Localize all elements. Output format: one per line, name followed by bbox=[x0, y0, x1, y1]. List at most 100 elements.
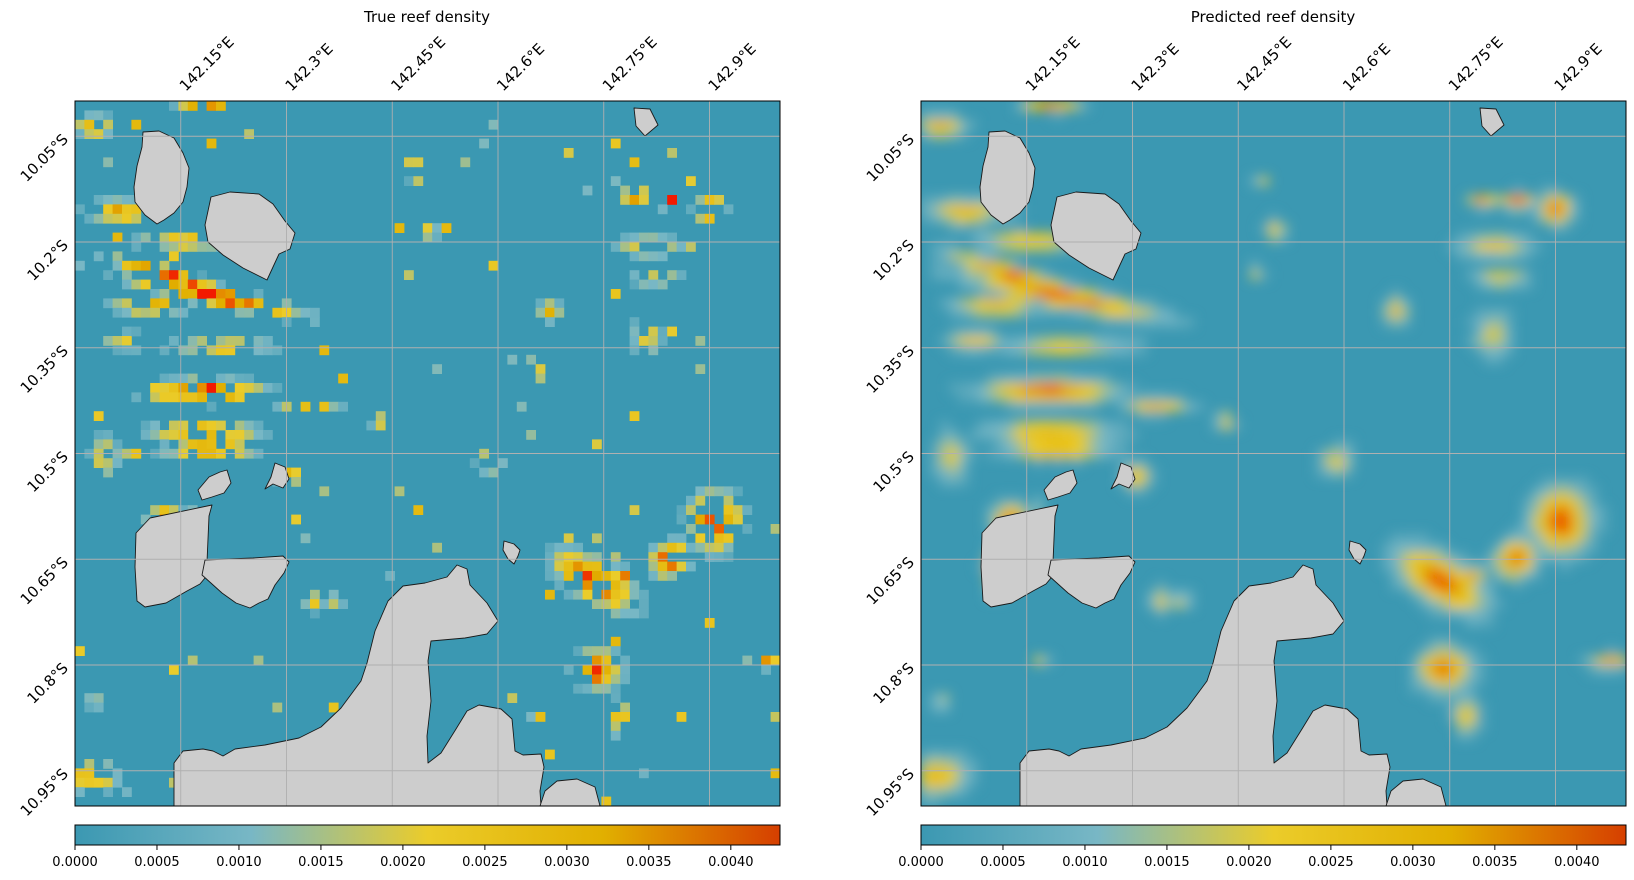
density-cell bbox=[958, 749, 969, 760]
density-cell bbox=[554, 542, 565, 553]
density-cell bbox=[996, 420, 1006, 431]
density-cell bbox=[1607, 655, 1617, 666]
density-cell bbox=[1381, 561, 1392, 572]
density-cell bbox=[1118, 430, 1129, 440]
density-cell bbox=[770, 768, 780, 779]
density-cell bbox=[1062, 345, 1072, 356]
density-cell bbox=[1024, 298, 1035, 309]
density-cell bbox=[554, 307, 565, 318]
density-cell bbox=[159, 298, 170, 309]
density-cell bbox=[977, 204, 988, 215]
density-cell bbox=[1015, 430, 1025, 440]
density-cell bbox=[112, 336, 123, 346]
density-cell bbox=[939, 336, 950, 346]
density-cell bbox=[1438, 561, 1448, 572]
land-polygon bbox=[264, 462, 290, 490]
density-cell bbox=[968, 430, 978, 440]
density-cell bbox=[1513, 552, 1523, 562]
density-cell bbox=[178, 345, 189, 356]
density-cell bbox=[986, 514, 997, 525]
density-cell bbox=[1090, 345, 1100, 356]
density-cell bbox=[1588, 495, 1599, 506]
density-cell bbox=[178, 383, 189, 393]
density-cell bbox=[197, 383, 207, 393]
density-cell bbox=[1024, 279, 1035, 290]
density-cell bbox=[1503, 552, 1514, 562]
density-cell bbox=[958, 336, 969, 346]
density-cell bbox=[1466, 702, 1476, 713]
density-cell bbox=[1456, 693, 1467, 703]
density-cell bbox=[272, 345, 283, 356]
density-cell bbox=[206, 345, 217, 356]
density-cell bbox=[996, 260, 1006, 271]
density-cell bbox=[1052, 336, 1063, 346]
density-cell bbox=[949, 260, 959, 271]
density-cell bbox=[639, 232, 649, 243]
density-cell bbox=[930, 242, 941, 252]
density-cell bbox=[159, 430, 170, 440]
density-cell bbox=[197, 279, 207, 290]
density-cell bbox=[328, 589, 339, 600]
density-cell bbox=[526, 712, 536, 722]
density-cell bbox=[1024, 101, 1035, 111]
density-cell bbox=[986, 279, 997, 290]
density-cell bbox=[1522, 242, 1533, 252]
density-cell bbox=[986, 251, 997, 262]
colorbar-tick-label: 0.0035 bbox=[1472, 855, 1518, 870]
density-cell bbox=[1485, 232, 1495, 243]
density-cell bbox=[592, 552, 602, 562]
density-cell bbox=[657, 232, 668, 243]
density-cell bbox=[601, 796, 612, 806]
density-cell bbox=[610, 665, 621, 675]
density-cell bbox=[300, 599, 311, 609]
density-cell bbox=[545, 317, 555, 327]
y-tick-label: 10.2°S bbox=[23, 236, 71, 284]
density-cell bbox=[234, 383, 245, 393]
land-polygon bbox=[539, 778, 601, 806]
density-cell bbox=[1569, 495, 1580, 506]
density-cell bbox=[1438, 655, 1448, 666]
density-cell bbox=[1541, 195, 1552, 205]
density-cell bbox=[1118, 401, 1129, 412]
density-cell bbox=[319, 486, 330, 497]
density-cell bbox=[930, 270, 941, 280]
density-cell bbox=[1466, 693, 1476, 703]
density-cell bbox=[958, 768, 969, 779]
density-cell bbox=[1456, 561, 1467, 572]
x-tick-labels: 142.15°E 142.3°E 142.45°E 142.6°E 142.75°E 14… bbox=[176, 33, 760, 95]
density-cell bbox=[1033, 655, 1044, 666]
density-cell bbox=[573, 542, 583, 553]
density-cell bbox=[1541, 505, 1552, 515]
density-cell bbox=[610, 683, 621, 694]
density-cell bbox=[1485, 552, 1495, 562]
density-cell bbox=[1099, 392, 1110, 403]
density-cell bbox=[958, 279, 969, 290]
density-cell bbox=[1024, 401, 1035, 412]
density-cell bbox=[1015, 505, 1025, 515]
density-cell bbox=[535, 364, 546, 374]
density-cell bbox=[1118, 317, 1129, 327]
density-cell bbox=[1560, 552, 1570, 562]
density-cell bbox=[1588, 514, 1599, 525]
density-cell bbox=[1156, 392, 1166, 403]
density-cell bbox=[1447, 712, 1458, 722]
density-cell bbox=[1532, 195, 1542, 205]
land-polygon bbox=[1348, 540, 1367, 565]
density-cell bbox=[639, 336, 649, 346]
density-cell bbox=[187, 336, 198, 346]
density-cell bbox=[103, 336, 113, 346]
density-cell bbox=[1400, 552, 1411, 562]
density-cell bbox=[1466, 580, 1476, 591]
density-cell bbox=[1541, 204, 1552, 215]
density-cell bbox=[310, 307, 320, 318]
density-cell bbox=[1466, 646, 1476, 656]
density-cell bbox=[563, 589, 574, 600]
density-cell bbox=[573, 552, 583, 562]
density-cell bbox=[187, 232, 198, 243]
density-cell bbox=[197, 420, 207, 431]
density-cell bbox=[1005, 495, 1016, 506]
density-cell bbox=[1024, 345, 1035, 356]
density-cell bbox=[949, 777, 959, 788]
density-cell bbox=[244, 420, 254, 431]
